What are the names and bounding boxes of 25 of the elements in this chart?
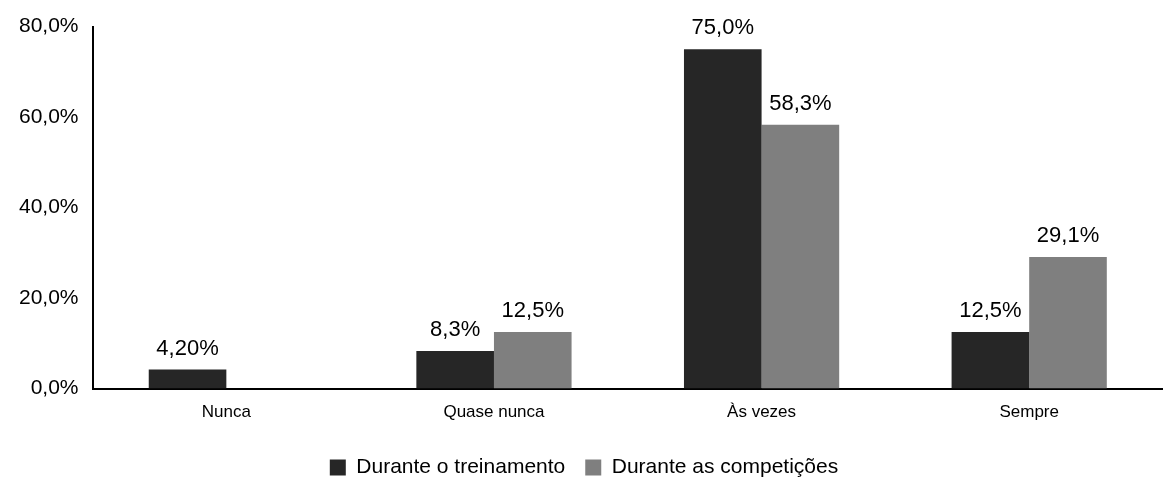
x-tick-label: Sempre (999, 402, 1059, 422)
y-tick-label: 20,0% (19, 284, 79, 308)
bar (1029, 256, 1107, 389)
bar (148, 369, 227, 389)
data-label: 12,5% (959, 297, 1022, 323)
legend-label: Durante as competições (611, 454, 839, 478)
y-tick-label: 60,0% (19, 103, 79, 127)
bar (493, 332, 572, 389)
y-tick-label: 0,0% (30, 375, 79, 399)
x-tick-label: Quase nunca (443, 402, 546, 422)
x-tick-label: Nunca (201, 402, 252, 422)
y-tick-label: 80,0% (19, 13, 79, 37)
bar (683, 49, 762, 389)
x-tick-label: Às vezes (727, 402, 797, 422)
bar (761, 124, 840, 389)
y-tick-label: 40,0% (19, 194, 79, 218)
data-label: 58,3% (769, 89, 832, 115)
legend-label: Durante o treinamento (356, 454, 566, 478)
data-label: 12,5% (501, 297, 564, 323)
data-label: 4,20% (156, 334, 219, 360)
bar (416, 351, 494, 389)
data-label: 8,3% (430, 316, 481, 342)
data-label: 29,1% (1036, 221, 1100, 247)
bar (951, 332, 1030, 389)
data-label: 75,0% (691, 14, 754, 40)
